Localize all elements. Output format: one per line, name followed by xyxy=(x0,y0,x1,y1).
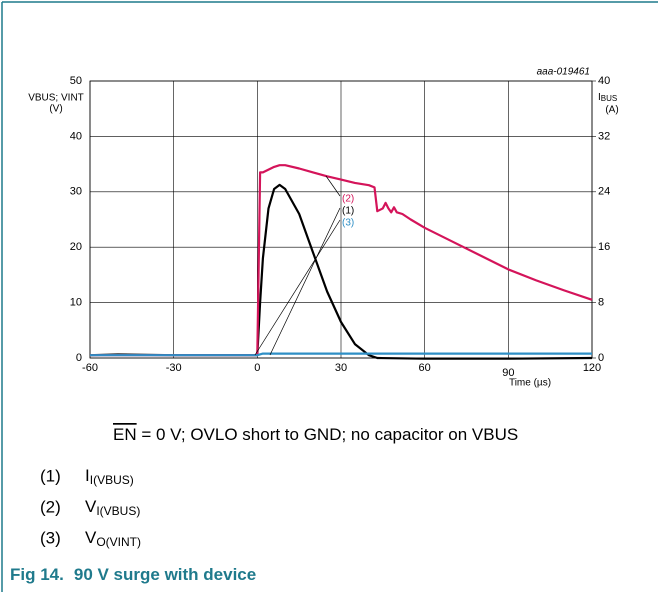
y2-tick-label: 8 xyxy=(598,297,604,309)
series-line xyxy=(90,352,592,357)
note-sub: I(VBUS) xyxy=(90,473,134,487)
note-main: I xyxy=(85,466,90,485)
frame xyxy=(1,1,658,592)
x-tick-label: -30 xyxy=(166,362,182,374)
y2-label-sub: BUS xyxy=(601,94,617,103)
caption-number: Fig 14. xyxy=(10,565,64,584)
condition-rest: = 0 V; OVLO short to GND; no capacitor o… xyxy=(137,425,519,444)
y-tick-label: 20 xyxy=(70,241,82,253)
y-tick-label: 10 xyxy=(70,297,82,309)
y-tick-label: 0 xyxy=(76,352,82,364)
y-label: VBUS; VINT xyxy=(28,93,84,104)
code: aaa-019461 xyxy=(537,67,590,78)
y2-tick-label: 16 xyxy=(598,241,610,253)
overlined: EN xyxy=(113,425,137,444)
y-tick-label: 50 xyxy=(70,75,82,87)
note-main: V xyxy=(85,497,97,516)
y-tick-label: 40 xyxy=(70,130,82,142)
y-label: (V) xyxy=(49,104,62,115)
note-marker: (1) xyxy=(40,466,61,485)
leader-line xyxy=(254,219,341,356)
series-line xyxy=(90,164,593,357)
note-marker: (2) xyxy=(40,497,61,516)
y2-label-main: I xyxy=(598,92,601,103)
leader-line xyxy=(269,207,341,356)
note-main: V xyxy=(85,528,97,547)
y2-tick-label: 32 xyxy=(598,130,610,142)
x-label: Time (µs) xyxy=(509,378,551,389)
note-marker: (3) xyxy=(40,528,61,547)
note-text: VI(VBUS) xyxy=(85,497,140,518)
curve-label: (2) xyxy=(342,194,354,205)
x-tick-label: 120 xyxy=(583,362,601,374)
note-sub: I(VBUS) xyxy=(96,504,140,518)
caption-title: 90 V surge with device xyxy=(74,565,256,584)
curve-label: (1) xyxy=(342,206,354,217)
caption: Fig 14. 90 V surge with device xyxy=(10,565,256,584)
leader-line xyxy=(325,175,341,197)
condition: EN = 0 V; OVLO short to GND; no capacito… xyxy=(113,425,518,444)
x-tick-label: -60 xyxy=(82,362,98,374)
note-text: II(VBUS) xyxy=(85,466,134,487)
x-tick-label: 90 xyxy=(502,367,514,379)
x-tick-label: 60 xyxy=(419,362,431,374)
notes: (1) II(VBUS)(2) VI(VBUS)(3) VO(VINT) xyxy=(40,466,141,549)
x-tick-label: 30 xyxy=(335,362,347,374)
y2-unit: (A) xyxy=(605,105,618,116)
y-tick-label: 30 xyxy=(70,186,82,198)
y2-label: IBUS xyxy=(598,92,617,103)
y2-tick-label: 40 xyxy=(598,75,610,87)
y2-tick-label: 0 xyxy=(598,352,604,364)
note-sub: O(VINT) xyxy=(96,535,141,549)
plot-frame xyxy=(89,80,593,359)
x-tick-label: 0 xyxy=(254,362,260,374)
note-text: VO(VINT) xyxy=(85,528,141,549)
y2-tick-label: 24 xyxy=(598,186,610,198)
curve-label: (3) xyxy=(342,218,354,229)
